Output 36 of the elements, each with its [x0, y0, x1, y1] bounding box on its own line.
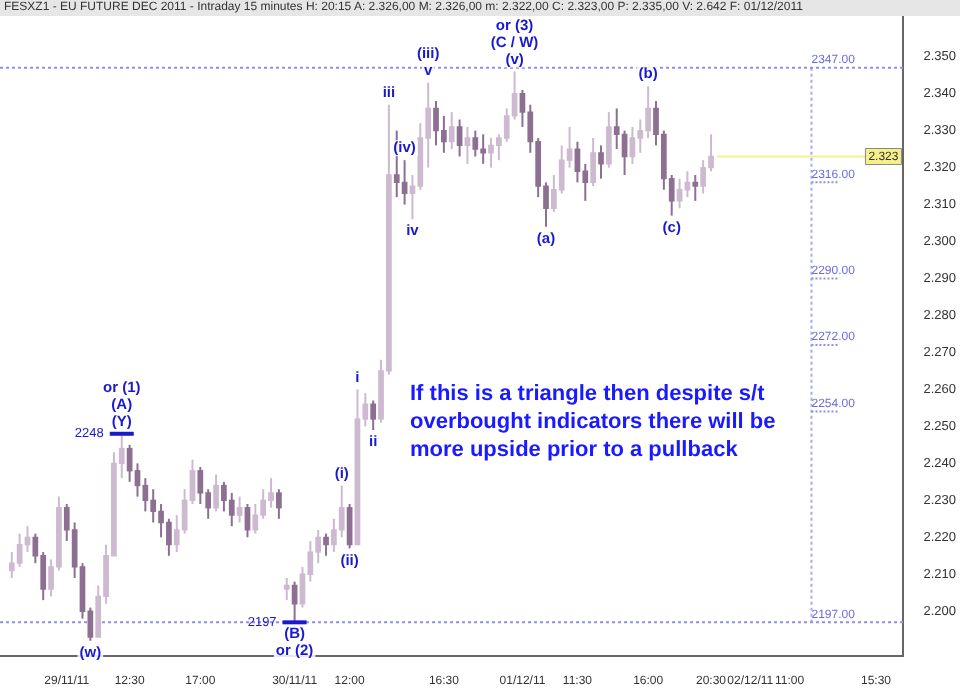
- candlestick: [464, 125, 471, 165]
- candlestick: [590, 137, 597, 188]
- candlestick: [244, 503, 251, 539]
- candlestick: [692, 173, 699, 202]
- candlestick: [676, 177, 683, 210]
- candlestick: [276, 488, 282, 520]
- candlestick: [16, 532, 23, 568]
- candlestick: [606, 111, 612, 169]
- candlestick: [150, 488, 157, 524]
- candlestick: [283, 576, 290, 602]
- candlestick: [158, 503, 164, 539]
- candlestick: [645, 85, 651, 140]
- candlestick: [252, 503, 259, 535]
- candlestick: [268, 477, 274, 509]
- candlestick: [213, 473, 219, 513]
- candlestick: [613, 107, 620, 151]
- candlestick: [221, 480, 227, 513]
- candlestick: [488, 137, 494, 169]
- candlestick: [370, 399, 377, 432]
- candlestick: [236, 495, 243, 524]
- candlestick: [8, 551, 15, 579]
- candlestick: [197, 466, 204, 506]
- candlestick: [472, 129, 479, 158]
- candlestick: [480, 133, 487, 165]
- candlestick: [166, 517, 172, 557]
- candlestick: [433, 100, 439, 147]
- candlestick: [598, 144, 604, 180]
- candlestick: [441, 114, 447, 154]
- candlestick: [574, 140, 581, 184]
- annotation: If this is a triangle then despite s/t overbought indicators there will be more upside prior to a pullback: [410, 380, 778, 464]
- candlestick: [228, 491, 235, 528]
- candlestick: [142, 477, 149, 513]
- candlestick: [338, 484, 345, 539]
- candlestick: [323, 532, 329, 557]
- candlestick: [700, 159, 706, 195]
- candlestick: [448, 111, 455, 151]
